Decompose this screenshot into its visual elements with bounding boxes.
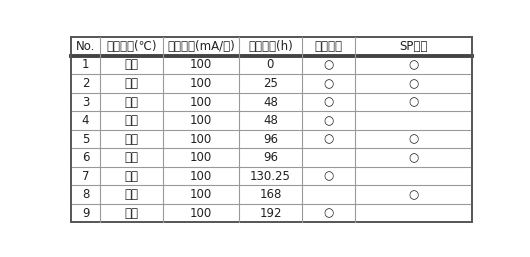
Text: SP시험: SP시험 xyxy=(399,40,428,53)
Text: 7: 7 xyxy=(82,170,90,182)
Text: 상온: 상온 xyxy=(125,133,139,145)
Text: 48: 48 xyxy=(263,96,278,108)
Text: 상온: 상온 xyxy=(125,96,139,108)
Text: ○: ○ xyxy=(323,133,334,145)
Text: 0: 0 xyxy=(267,58,274,71)
Text: 100: 100 xyxy=(190,207,212,220)
Text: 장입온도(℃): 장입온도(℃) xyxy=(107,40,157,53)
Text: No.: No. xyxy=(76,40,95,53)
Text: 168: 168 xyxy=(259,188,281,201)
Text: ○: ○ xyxy=(409,58,419,71)
Text: 전류밀도(mA/㎠): 전류밀도(mA/㎠) xyxy=(167,40,235,53)
Text: 130.25: 130.25 xyxy=(250,170,291,182)
Text: 100: 100 xyxy=(190,58,212,71)
Text: 상온: 상온 xyxy=(125,151,139,164)
Text: 1: 1 xyxy=(82,58,90,71)
Text: 9: 9 xyxy=(82,207,90,220)
Text: ○: ○ xyxy=(409,77,419,90)
Text: 100: 100 xyxy=(190,151,212,164)
Text: 상온: 상온 xyxy=(125,114,139,127)
Text: 6: 6 xyxy=(82,151,90,164)
Text: 96: 96 xyxy=(263,151,278,164)
Text: ○: ○ xyxy=(409,151,419,164)
Text: 5: 5 xyxy=(82,133,89,145)
Text: ○: ○ xyxy=(409,188,419,201)
Text: ○: ○ xyxy=(323,58,334,71)
Text: 2: 2 xyxy=(82,77,90,90)
Text: 상온: 상온 xyxy=(125,170,139,182)
Text: ○: ○ xyxy=(323,114,334,127)
Text: 100: 100 xyxy=(190,77,212,90)
Text: 100: 100 xyxy=(190,96,212,108)
Text: 100: 100 xyxy=(190,188,212,201)
Text: 농도분석: 농도분석 xyxy=(314,40,342,53)
Text: 25: 25 xyxy=(263,77,278,90)
Text: 장입시간(h): 장입시간(h) xyxy=(248,40,293,53)
Text: 3: 3 xyxy=(82,96,89,108)
Text: 48: 48 xyxy=(263,114,278,127)
Text: 4: 4 xyxy=(82,114,90,127)
Text: 상온: 상온 xyxy=(125,207,139,220)
Text: 상온: 상온 xyxy=(125,77,139,90)
Text: ○: ○ xyxy=(323,207,334,220)
Text: ○: ○ xyxy=(409,133,419,145)
Text: ○: ○ xyxy=(409,96,419,108)
Text: 상온: 상온 xyxy=(125,188,139,201)
Text: 192: 192 xyxy=(259,207,281,220)
Text: 96: 96 xyxy=(263,133,278,145)
Text: 100: 100 xyxy=(190,114,212,127)
Text: 상온: 상온 xyxy=(125,58,139,71)
Text: ○: ○ xyxy=(323,77,334,90)
Text: 100: 100 xyxy=(190,133,212,145)
Text: ○: ○ xyxy=(323,96,334,108)
Text: 100: 100 xyxy=(190,170,212,182)
Text: 8: 8 xyxy=(82,188,89,201)
Text: ○: ○ xyxy=(323,170,334,182)
